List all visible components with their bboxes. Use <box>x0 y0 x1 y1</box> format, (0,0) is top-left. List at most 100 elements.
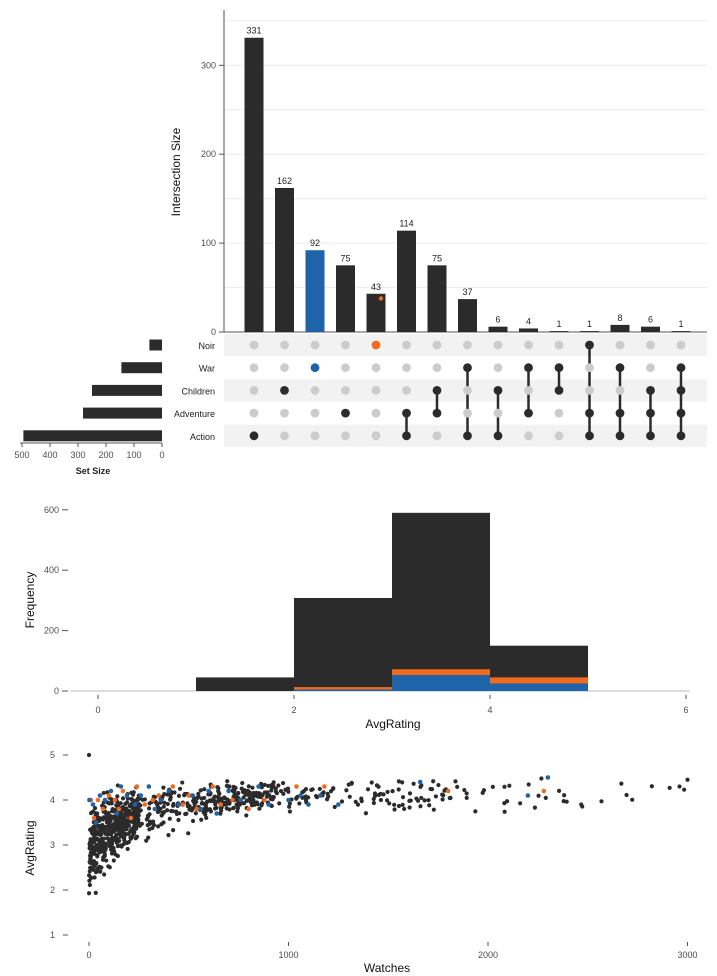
matrix-dot-filled <box>676 363 686 373</box>
hist-y-tick-label: 200 <box>44 626 59 636</box>
matrix-dot-empty <box>371 363 381 373</box>
scatter-point <box>310 787 315 792</box>
scatter-point <box>407 798 412 803</box>
scatter-point <box>269 785 275 791</box>
matrix-dot-filled <box>646 408 655 418</box>
scatter-y-tick-label: 1 <box>50 930 55 940</box>
bar-value-label: 75 <box>432 253 442 263</box>
scatter-point <box>120 796 126 801</box>
scatter-point <box>314 794 320 800</box>
scatter-point <box>473 809 478 814</box>
scatter-point <box>119 823 124 828</box>
scatter-point <box>363 811 369 816</box>
scatter-point <box>431 779 436 784</box>
scatter-point-orange <box>218 802 223 807</box>
scatter-point <box>464 791 469 796</box>
matrix-dot-empty <box>371 408 381 418</box>
scatter-point <box>114 803 119 808</box>
scatter-point <box>114 816 119 821</box>
scatter-point <box>385 798 390 803</box>
scatter-point <box>246 784 251 789</box>
scatter-x-axis-title: Watches <box>364 961 410 975</box>
matrix-dot-empty <box>310 431 320 441</box>
scatter-point <box>116 829 122 834</box>
scatter-point <box>218 811 223 816</box>
scatter-point <box>440 797 445 802</box>
scatter-point <box>203 804 209 809</box>
scatter-point <box>127 803 132 808</box>
matrix-dot-empty <box>249 386 259 395</box>
scatter-point <box>101 790 106 796</box>
scatter-point <box>155 824 161 829</box>
hist-bar <box>392 512 490 691</box>
matrix-dot-empty <box>280 363 289 373</box>
matrix-dot-filled <box>554 363 564 373</box>
scatter-point <box>117 801 122 806</box>
set-size-bar <box>83 407 162 419</box>
scatter-point <box>86 752 92 758</box>
hist-y-tick-label: 400 <box>44 565 59 575</box>
scatter-point-orange <box>128 815 134 821</box>
scatter-y-tick-label: 4 <box>50 795 55 805</box>
scatter-point-orange <box>91 815 97 821</box>
y-tick-label: 0 <box>211 327 216 337</box>
matrix-dot-filled <box>341 408 350 418</box>
scatter-point <box>287 809 293 814</box>
scatter-point-orange <box>246 806 251 812</box>
scatter-point <box>376 784 381 789</box>
scatter-point <box>104 819 109 825</box>
matrix-dot-filled <box>524 363 533 373</box>
intersection-bar <box>641 326 660 332</box>
scatter-point <box>115 853 120 859</box>
matrix-dot-empty <box>615 386 625 395</box>
scatter-point <box>101 842 106 847</box>
scatter-point <box>294 796 299 801</box>
matrix-dot-filled <box>493 386 503 395</box>
scatter-point <box>161 820 166 825</box>
scatter-point <box>579 802 584 807</box>
scatter-point <box>317 786 322 792</box>
scatter-point <box>407 805 412 810</box>
matrix-dot-empty <box>432 340 442 350</box>
scatter-point <box>250 785 255 790</box>
scatter-point-blue <box>266 802 271 807</box>
scatter-point <box>224 783 229 788</box>
scatter-point <box>685 777 690 782</box>
scatter-point <box>117 838 122 843</box>
scatter-point-blue <box>336 802 341 807</box>
scatter-point <box>392 807 397 812</box>
scatter-point-blue <box>124 793 130 798</box>
scatter-point <box>207 798 213 803</box>
bar-value-label: 43 <box>371 282 381 292</box>
scatter-point <box>411 781 416 786</box>
scatter-point <box>97 844 102 849</box>
scatter-point-orange <box>230 797 235 803</box>
scatter-point <box>211 798 216 803</box>
matrix-dot-filled <box>646 386 655 395</box>
scatter-point <box>128 835 133 840</box>
scatter-point <box>225 779 230 784</box>
bar-value-label: 37 <box>462 287 472 297</box>
scatter-point <box>151 819 156 824</box>
scatter-point <box>235 809 240 814</box>
intersection-bar <box>458 299 477 332</box>
bar-value-label: 6 <box>648 315 653 325</box>
scatter-y-tick-label: 5 <box>50 750 55 760</box>
intersection-bar <box>549 331 569 332</box>
scatter-point <box>111 848 117 854</box>
scatter-point <box>260 793 265 798</box>
matrix-dot-filled <box>463 363 472 373</box>
scatter-point <box>97 830 102 835</box>
scatter-point <box>234 795 239 800</box>
matrix-dot-empty <box>280 431 289 441</box>
y-tick-label: 100 <box>201 238 216 248</box>
matrix-dot-empty <box>249 340 259 350</box>
scatter-point <box>419 783 424 788</box>
intersection-bar <box>580 331 599 332</box>
scatter-x-tick-label: 3000 <box>677 950 697 960</box>
matrix-dot-empty <box>402 340 411 350</box>
hist-y-tick-label: 0 <box>54 686 59 696</box>
scatter-point <box>162 800 167 805</box>
scatter-point-blue <box>525 793 531 798</box>
